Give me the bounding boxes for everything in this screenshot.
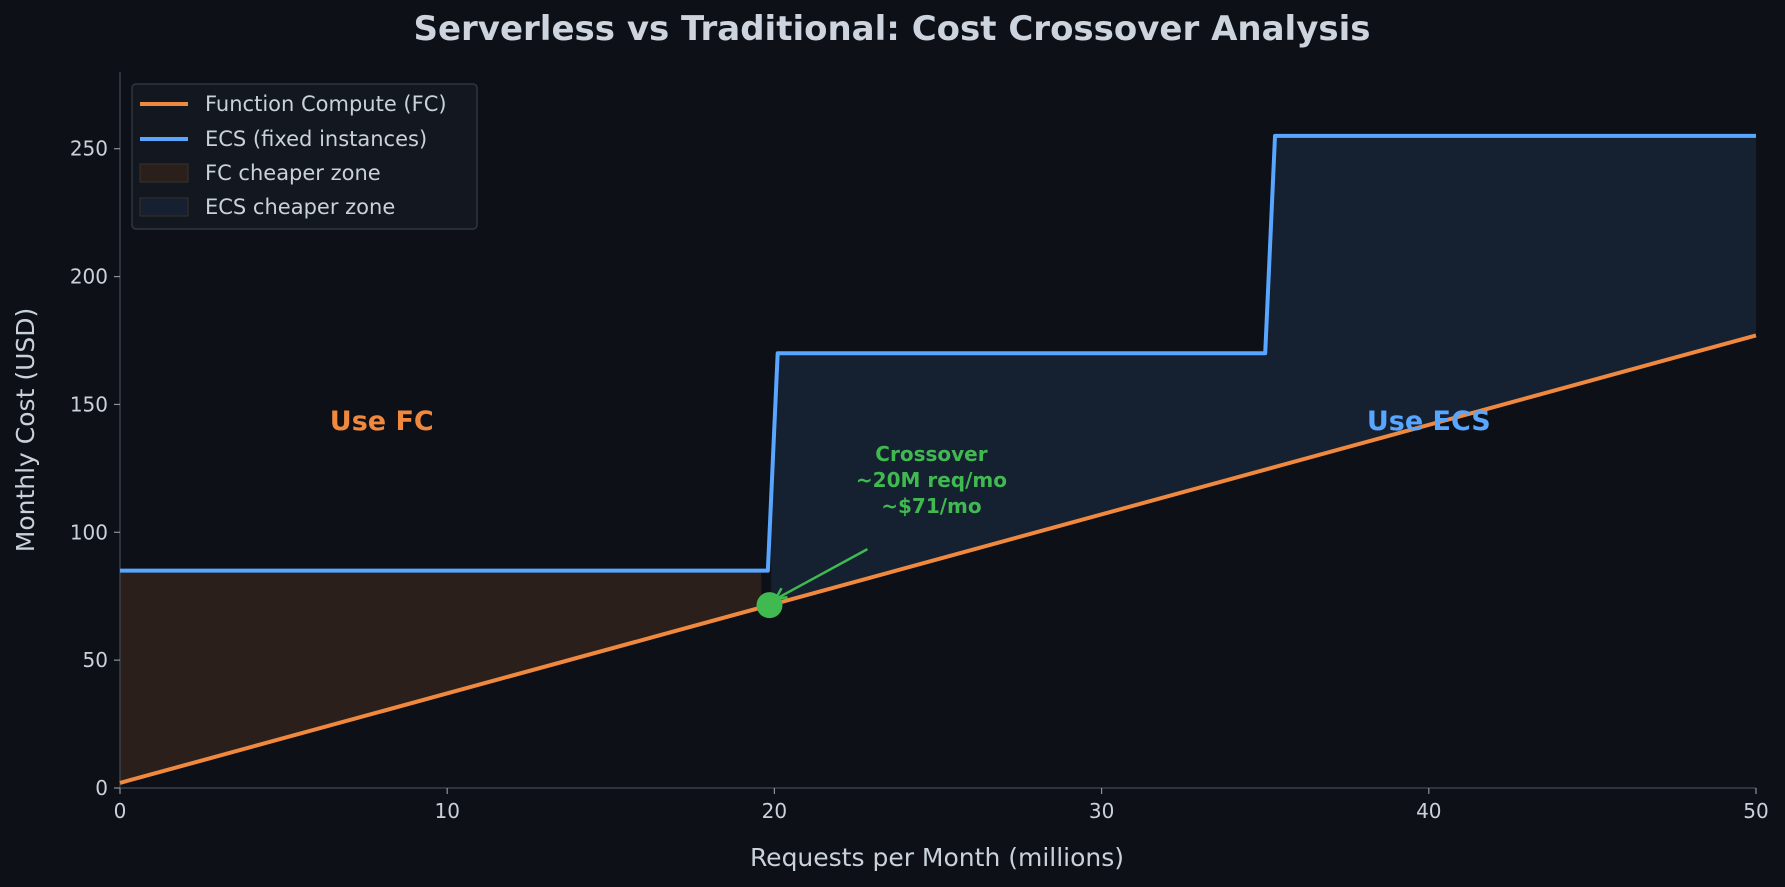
y-tick-label: 100: [70, 520, 108, 544]
crossover-point: [756, 592, 783, 619]
legend-swatch-patch: [139, 163, 189, 183]
y-axis-title: Monthly Cost (USD): [11, 308, 40, 553]
legend-entry: ECS (fixed instances): [205, 127, 427, 151]
series-layer: [119, 133, 1757, 785]
zone-label-0: Use FC: [330, 406, 434, 437]
y-tick-label: 200: [70, 265, 108, 289]
zones-layer: [120, 135, 1756, 783]
legend-entry: FC cheaper zone: [205, 161, 381, 185]
x-tick-label: 0: [114, 799, 127, 823]
y-tick-label: 0: [95, 776, 108, 800]
x-tick-label: 30: [1089, 799, 1114, 823]
x-tick-label: 10: [434, 799, 459, 823]
chart-title: Serverless vs Traditional: Cost Crossove…: [413, 9, 1370, 49]
axes-layer: 0 10 20 30 40 50 0 50 100 150 200 250: [70, 72, 1769, 823]
y-tick-label: 50: [83, 648, 108, 672]
legend-entry: Function Compute (FC): [205, 92, 447, 116]
x-tick-label: 50: [1743, 799, 1768, 823]
legend: Function Compute (FC) ECS (fixed instance…: [131, 83, 478, 230]
y-tick-label: 150: [70, 392, 108, 416]
crossover-annotation-line: Crossover: [875, 442, 987, 466]
crossover-annotation-line: ~20M req/mo: [856, 468, 1007, 492]
x-tick-label: 20: [762, 799, 787, 823]
zone-label-1: Use ECS: [1367, 406, 1491, 437]
legend-box: [131, 83, 478, 230]
legend-swatch-patch: [139, 197, 189, 217]
series-line-1: [120, 133, 1756, 573]
zone-area-0: [120, 570, 762, 783]
crossover-annotation-line: ~$71/mo: [881, 494, 981, 518]
y-tick-label: 250: [70, 137, 108, 161]
legend-entry: ECS cheaper zone: [205, 195, 395, 219]
x-axis-title: Requests per Month (millions): [750, 843, 1124, 872]
series-line-0: [119, 333, 1757, 785]
crossover-arrow: [774, 548, 869, 601]
x-tick-label: 40: [1416, 799, 1441, 823]
annotation-layer: Use FC Use ECS Crossover~20M req/mo~$71/mo: [330, 406, 1491, 619]
zone-area-1: [771, 135, 1756, 605]
